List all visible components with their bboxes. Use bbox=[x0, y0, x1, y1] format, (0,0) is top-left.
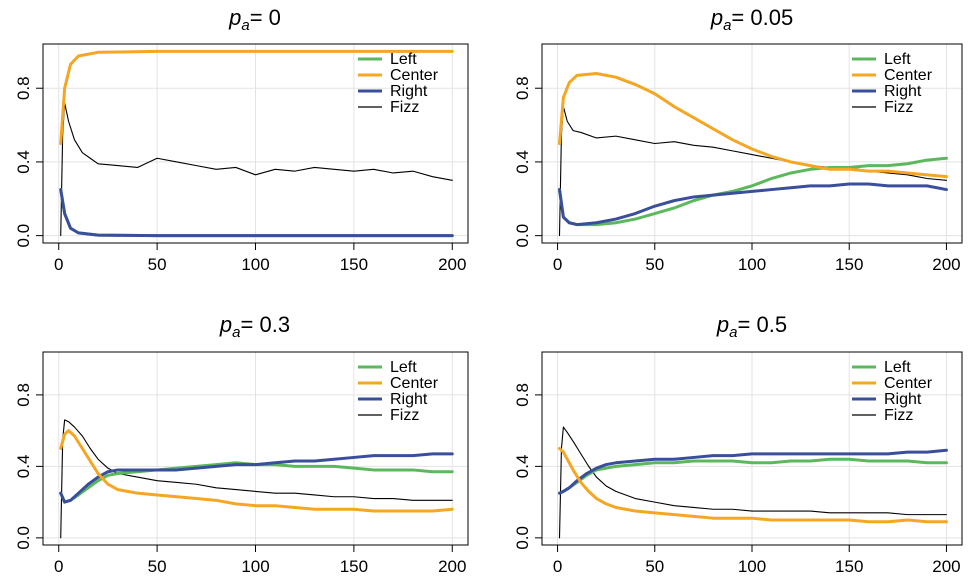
y-tick-label: 0.4 bbox=[513, 150, 532, 174]
x-tick-label: 50 bbox=[148, 557, 167, 576]
x-tick-label: 100 bbox=[738, 557, 766, 576]
title-variable: p bbox=[228, 5, 241, 30]
series-line-fizz bbox=[60, 419, 453, 539]
title-subscript: a bbox=[232, 324, 240, 341]
x-tick-label: 100 bbox=[738, 255, 766, 274]
panel-title: pa= 0.3 bbox=[219, 312, 290, 341]
panel-1: 0 50 100 150 200 0.0 0.4 0.8 LeftCenterRightFizz… bbox=[14, 5, 469, 274]
title-variable: p bbox=[710, 5, 723, 30]
title-variable: p bbox=[219, 312, 232, 337]
x-tick-label: 150 bbox=[835, 255, 863, 274]
title-value: = 0 bbox=[250, 5, 281, 30]
x-tick-label: 50 bbox=[645, 557, 664, 576]
series-line-center bbox=[59, 429, 454, 513]
legend-label-fizz: Fizz bbox=[390, 99, 419, 116]
x-tick-label: 50 bbox=[645, 255, 664, 274]
series-line-center bbox=[558, 447, 948, 524]
y-tick-label: 0.0 bbox=[513, 526, 532, 550]
x-tick-label: 50 bbox=[148, 255, 167, 274]
y-tick-label: 0.4 bbox=[14, 455, 33, 479]
x-tick-label: 200 bbox=[438, 557, 466, 576]
title-variable: p bbox=[716, 312, 729, 337]
title-subscript: a bbox=[729, 324, 737, 341]
x-tick-label: 0 bbox=[553, 557, 562, 576]
legend-label-right: Right bbox=[884, 391, 922, 408]
title-subscript: a bbox=[723, 17, 731, 34]
legend-label-center: Center bbox=[390, 375, 439, 392]
x-tick-label: 100 bbox=[241, 255, 269, 274]
legend-label-center: Center bbox=[390, 67, 439, 84]
series-line-left bbox=[59, 461, 454, 504]
legend-label-fizz: Fizz bbox=[884, 99, 913, 116]
legend-label-right: Right bbox=[390, 391, 428, 408]
title-subscript: a bbox=[241, 17, 249, 34]
panel-title: pa= 0.05 bbox=[710, 5, 793, 34]
y-tick-label: 0.0 bbox=[513, 224, 532, 248]
y-tick-label: 0.8 bbox=[14, 383, 33, 407]
title-value: = 0.3 bbox=[241, 312, 291, 337]
x-tick-label: 150 bbox=[835, 557, 863, 576]
x-tick-label: 200 bbox=[438, 255, 466, 274]
panel-title: pa= 0 bbox=[228, 5, 281, 34]
legend-label-left: Left bbox=[390, 359, 417, 376]
y-tick-label: 0.0 bbox=[14, 224, 33, 248]
x-tick-label: 150 bbox=[340, 255, 368, 274]
title-value: = 0.5 bbox=[738, 312, 788, 337]
panel-title: pa= 0.5 bbox=[716, 312, 787, 341]
legend-label-left: Left bbox=[884, 51, 911, 68]
legend-label-center: Center bbox=[884, 67, 933, 84]
panel-3: 0 50 100 150 200 0.0 0.4 0.8 LeftCenterRightFizz… bbox=[14, 312, 469, 576]
y-tick-label: 0.8 bbox=[14, 76, 33, 100]
x-tick-label: 0 bbox=[54, 255, 63, 274]
series-line-center bbox=[59, 49, 454, 145]
y-tick-label: 0.8 bbox=[513, 76, 532, 100]
x-tick-label: 200 bbox=[932, 557, 960, 576]
legend-label-left: Left bbox=[884, 359, 911, 376]
legend-label-center: Center bbox=[884, 375, 933, 392]
y-tick-label: 0.8 bbox=[513, 383, 532, 407]
y-tick-label: 0.0 bbox=[14, 526, 33, 550]
legend-label-fizz: Fizz bbox=[884, 407, 913, 424]
legend-label-right: Right bbox=[884, 83, 922, 100]
x-tick-label: 0 bbox=[553, 255, 562, 274]
series-line-left bbox=[558, 457, 948, 495]
legend-label-left: Left bbox=[390, 51, 417, 68]
legend-label-fizz: Fizz bbox=[390, 407, 419, 424]
series-line-right bbox=[59, 188, 454, 238]
series-line-center bbox=[558, 71, 948, 179]
panel-2: 0 50 100 150 200 0.0 0.4 0.8 LeftCenterRightFizz… bbox=[513, 5, 963, 274]
series-line-fizz bbox=[60, 102, 453, 237]
series-line-left bbox=[59, 188, 454, 238]
x-tick-label: 0 bbox=[54, 557, 63, 576]
x-tick-label: 100 bbox=[241, 557, 269, 576]
x-tick-label: 150 bbox=[340, 557, 368, 576]
series-line-fizz bbox=[558, 426, 947, 539]
x-tick-label: 200 bbox=[932, 255, 960, 274]
legend-label-right: Right bbox=[390, 83, 428, 100]
y-tick-label: 0.4 bbox=[513, 455, 532, 479]
panel-4: 0 50 100 150 200 0.0 0.4 0.8 LeftCenterRightFizz… bbox=[513, 312, 963, 576]
series-line-right bbox=[558, 448, 948, 495]
series-line-right bbox=[59, 452, 454, 504]
series-line-right bbox=[558, 182, 948, 227]
y-tick-label: 0.4 bbox=[14, 150, 33, 174]
title-value: = 0.05 bbox=[731, 5, 793, 30]
